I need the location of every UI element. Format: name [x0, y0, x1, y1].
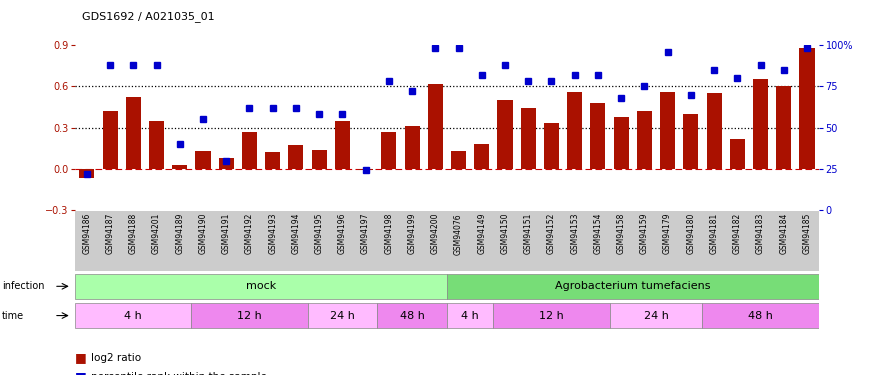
Text: GSM94201: GSM94201	[152, 213, 161, 254]
Bar	[377, 303, 447, 328]
Bar	[660, 92, 675, 169]
Text: GSM94197: GSM94197	[361, 213, 370, 254]
Text: GSM94199: GSM94199	[408, 213, 417, 254]
Bar	[80, 169, 95, 178]
Bar	[75, 274, 447, 299]
Text: 48 h: 48 h	[748, 310, 773, 321]
Bar	[451, 151, 466, 169]
Text: GSM94154: GSM94154	[594, 213, 603, 254]
Bar	[520, 108, 535, 169]
Text: GSM94195: GSM94195	[315, 213, 324, 254]
Bar	[173, 165, 188, 169]
Bar	[730, 138, 745, 169]
Text: GSM94149: GSM94149	[477, 213, 486, 254]
Text: GSM94200: GSM94200	[431, 213, 440, 254]
Bar	[335, 121, 350, 169]
Bar	[404, 126, 419, 169]
Text: GSM94187: GSM94187	[105, 213, 114, 254]
Text: GSM94190: GSM94190	[198, 213, 207, 254]
Bar	[447, 303, 494, 328]
Bar	[494, 303, 610, 328]
Text: GSM94182: GSM94182	[733, 213, 742, 254]
Bar	[312, 150, 327, 169]
Bar	[703, 303, 819, 328]
Text: GSM94179: GSM94179	[663, 213, 672, 254]
Text: 4 h: 4 h	[461, 310, 479, 321]
Bar	[308, 303, 377, 328]
Text: infection: infection	[2, 281, 44, 291]
Bar	[567, 92, 582, 169]
Text: GSM94191: GSM94191	[222, 213, 231, 254]
Text: GDS1692 / A021035_01: GDS1692 / A021035_01	[82, 11, 215, 22]
Bar	[427, 84, 442, 169]
Text: GSM94186: GSM94186	[82, 213, 91, 254]
Bar	[544, 123, 559, 169]
Text: GSM94198: GSM94198	[384, 213, 393, 254]
Bar	[266, 152, 281, 169]
Text: 48 h: 48 h	[400, 310, 425, 321]
Text: 24 h: 24 h	[330, 310, 355, 321]
Bar	[242, 132, 257, 169]
Bar	[776, 86, 791, 169]
Text: GSM94076: GSM94076	[454, 213, 463, 255]
Text: GSM94152: GSM94152	[547, 213, 556, 254]
Text: GSM94150: GSM94150	[501, 213, 510, 254]
Bar	[289, 146, 304, 169]
Text: GSM94159: GSM94159	[640, 213, 649, 254]
Text: GSM94188: GSM94188	[129, 213, 138, 254]
Bar	[103, 111, 118, 169]
Text: GSM94194: GSM94194	[291, 213, 300, 254]
Text: GSM94183: GSM94183	[756, 213, 765, 254]
Bar	[613, 117, 628, 169]
Text: GSM94185: GSM94185	[803, 213, 812, 254]
Bar	[590, 103, 605, 169]
Bar	[706, 93, 721, 169]
Text: GSM94153: GSM94153	[570, 213, 579, 254]
Text: GSM94184: GSM94184	[780, 213, 789, 254]
Text: GSM94180: GSM94180	[687, 213, 696, 254]
Text: ■: ■	[75, 351, 87, 364]
Text: 24 h: 24 h	[643, 310, 668, 321]
Text: GSM94192: GSM94192	[245, 213, 254, 254]
Bar	[799, 48, 814, 169]
Text: percentile rank within the sample: percentile rank within the sample	[91, 372, 267, 375]
Bar	[149, 121, 164, 169]
Bar	[191, 303, 308, 328]
Text: GSM94193: GSM94193	[268, 213, 277, 254]
Bar	[637, 111, 652, 169]
Text: GSM94151: GSM94151	[524, 213, 533, 254]
Text: 4 h: 4 h	[125, 310, 142, 321]
Text: log2 ratio: log2 ratio	[91, 353, 142, 363]
Bar	[474, 144, 489, 169]
Bar	[610, 303, 703, 328]
Bar	[196, 151, 211, 169]
Text: GSM94158: GSM94158	[617, 213, 626, 254]
Bar	[497, 100, 512, 169]
Text: mock: mock	[246, 281, 276, 291]
Bar	[683, 114, 698, 169]
Bar	[358, 169, 373, 170]
Bar	[126, 97, 141, 169]
Text: GSM94189: GSM94189	[175, 213, 184, 254]
Bar	[753, 80, 768, 169]
Bar	[219, 158, 234, 169]
Text: 12 h: 12 h	[539, 310, 564, 321]
Text: GSM94181: GSM94181	[710, 213, 719, 254]
Text: Agrobacterium tumefaciens: Agrobacterium tumefaciens	[555, 281, 711, 291]
Text: GSM94196: GSM94196	[338, 213, 347, 254]
Text: time: time	[2, 310, 24, 321]
Bar	[75, 303, 191, 328]
Bar	[381, 132, 396, 169]
Text: 12 h: 12 h	[237, 310, 262, 321]
Text: ■: ■	[75, 370, 87, 375]
Bar	[447, 274, 819, 299]
